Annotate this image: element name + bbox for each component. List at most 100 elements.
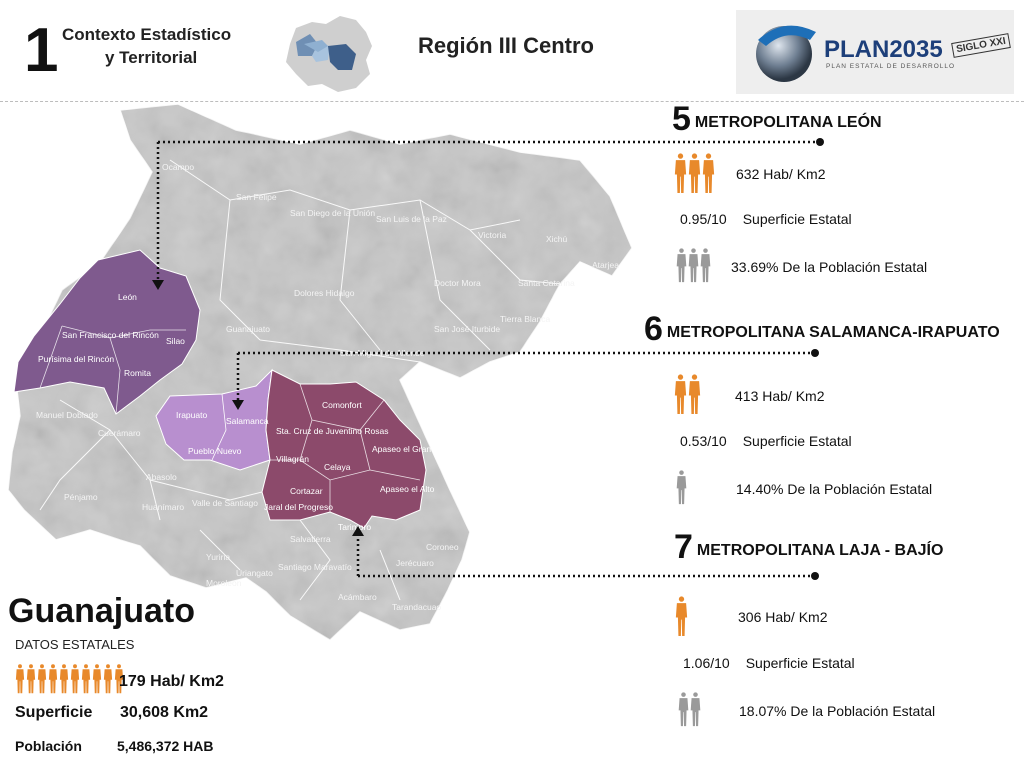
person-icon — [688, 248, 699, 283]
surface-value: 0.95/10 — [680, 211, 727, 227]
map-label: San Felipe — [236, 192, 277, 202]
section-title-line1: Contexto Estadístico — [62, 25, 232, 44]
metro-salamanca-title: 6 METROPOLITANA SALAMANCA-IRAPUATO — [644, 310, 1000, 349]
map-label: Ocampo — [162, 162, 194, 172]
person-icon — [690, 692, 701, 727]
surface-label: Superficie Estatal — [742, 211, 852, 227]
map-label: Romita — [124, 368, 151, 378]
metro-laja-population: 18.07% De la Población Estatal — [739, 703, 936, 719]
person-icon — [37, 664, 47, 694]
map-label: Cortazar — [290, 486, 323, 496]
guanajuato-map: Ocampo San Felipe San Diego de la Unión … — [7, 103, 633, 640]
gray-person-icons — [676, 470, 688, 505]
map-labels: Ocampo San Felipe San Diego de la Unión … — [36, 162, 619, 612]
map-label: Santiago Maravatío — [278, 562, 352, 572]
state-density: 179 Hab/ Km2 — [119, 673, 224, 690]
surface-value: 1.06/10 — [683, 655, 730, 671]
map-label: Guanajuato — [226, 324, 270, 334]
region-title: Región III Centro — [418, 33, 594, 58]
map-label: San Francisco del Rincón — [62, 330, 159, 340]
map-label: Moroleón — [206, 578, 242, 588]
surface-value: 0.53/10 — [680, 433, 727, 449]
map-label: San Luis de la Paz — [376, 214, 447, 224]
map-label: Sta. Cruz de Juventino Rosas — [276, 426, 388, 436]
map-label: Apaseo el Grande — [372, 444, 441, 454]
orange-person-icons — [674, 153, 716, 194]
map-label: Pueblo Nuevo — [188, 446, 242, 456]
map-label: Atarjea — [592, 260, 619, 270]
person-icon — [70, 664, 80, 694]
map-label: Doctor Mora — [434, 278, 481, 288]
logo-text: PLAN2035 — [824, 36, 943, 63]
metro-leon-surface: 0.95/10 Superficie Estatal — [680, 211, 852, 227]
header-divider — [0, 101, 1024, 102]
map-label: Dolores Hidalgo — [294, 288, 355, 298]
map-label: Purísima del Rincón — [38, 354, 114, 364]
person-icon — [702, 153, 715, 193]
state-name: Guanajuato — [8, 592, 196, 630]
map-label: León — [118, 292, 137, 302]
map-label: Coroneo — [426, 542, 459, 552]
laja-bajio-metro-area — [261, 369, 427, 529]
person-icon — [114, 664, 124, 694]
person-icon — [676, 248, 687, 283]
map-label: Victoria — [478, 230, 506, 240]
state-population-value: 5,486,372 HAB — [117, 738, 214, 754]
plan2035-logo: PLAN2035 PLAN ESTATAL DE DESARROLLO SIGL… — [736, 10, 1014, 94]
metro-name: METROPOLITANA LAJA - BAJÍO — [696, 542, 944, 559]
state-surface-value: 30,608 Km2 — [120, 704, 209, 721]
state-population-label: Población — [15, 738, 82, 754]
metro-number: 6 — [644, 310, 663, 348]
map-label: Comonfort — [322, 400, 362, 410]
map-label: Uriangato — [236, 568, 273, 578]
metro-leon-population: 33.69% De la Población Estatal — [731, 259, 928, 275]
person-icon — [48, 664, 58, 694]
map-label: San Miguel de Allende — [340, 348, 425, 358]
map-label: Jerécuaro — [396, 558, 434, 568]
metro-salamanca-population: 14.40% De la Población Estatal — [736, 481, 933, 497]
person-icon — [676, 470, 687, 505]
state-shape — [7, 103, 633, 640]
map-label: Villagrán — [276, 454, 309, 464]
person-icon — [81, 664, 91, 694]
map-label: Celaya — [324, 462, 351, 472]
map-label: San José Iturbide — [434, 324, 500, 334]
person-icon — [688, 374, 701, 414]
person-icon — [15, 664, 25, 694]
section-title-line2: y Territorial — [105, 48, 198, 67]
metro-leon-title: 5 METROPOLITANA LEÓN — [672, 100, 882, 139]
map-label: Salvatierra — [290, 534, 331, 544]
surface-label: Superficie Estatal — [742, 433, 852, 449]
metro-laja-density: 306 Hab/ Km2 — [738, 609, 828, 625]
metro-leon-density: 632 Hab/ Km2 — [736, 166, 826, 182]
map-label: Tarandacuao — [392, 602, 441, 612]
metro-number: 5 — [672, 100, 691, 138]
map-label: Pénjamo — [64, 492, 98, 502]
map-label: Salamanca — [226, 416, 269, 426]
gray-person-icons — [676, 248, 712, 283]
map-label: Xichú — [546, 234, 568, 244]
map-label: Cuerámaro — [98, 428, 141, 438]
map-label: San Diego de la Unión — [290, 208, 375, 218]
person-icon — [674, 374, 687, 414]
map-label: Silao — [166, 336, 185, 346]
gray-person-icons — [678, 692, 702, 727]
orange-person-icons — [15, 664, 125, 694]
person-icon — [92, 664, 102, 694]
map-label: Yuriria — [206, 552, 230, 562]
person-icon — [700, 248, 711, 283]
map-label: Manuel Doblado — [36, 410, 98, 420]
metro-laja-surface: 1.06/10 Superficie Estatal — [683, 655, 855, 671]
person-icon — [674, 153, 687, 193]
map-label: Apaseo el Alto — [380, 484, 435, 494]
map-label: Valle de Santiago — [192, 498, 258, 508]
section-number: 1 — [24, 16, 59, 85]
person-icon — [675, 596, 688, 636]
state-data-label: DATOS ESTATALES — [15, 637, 135, 652]
state-surface-label: Superficie — [15, 704, 93, 721]
person-icon — [688, 153, 701, 193]
person-icon — [103, 664, 113, 694]
metro-name: METROPOLITANA LEÓN — [694, 114, 882, 131]
map-label: Irapuato — [176, 410, 207, 420]
